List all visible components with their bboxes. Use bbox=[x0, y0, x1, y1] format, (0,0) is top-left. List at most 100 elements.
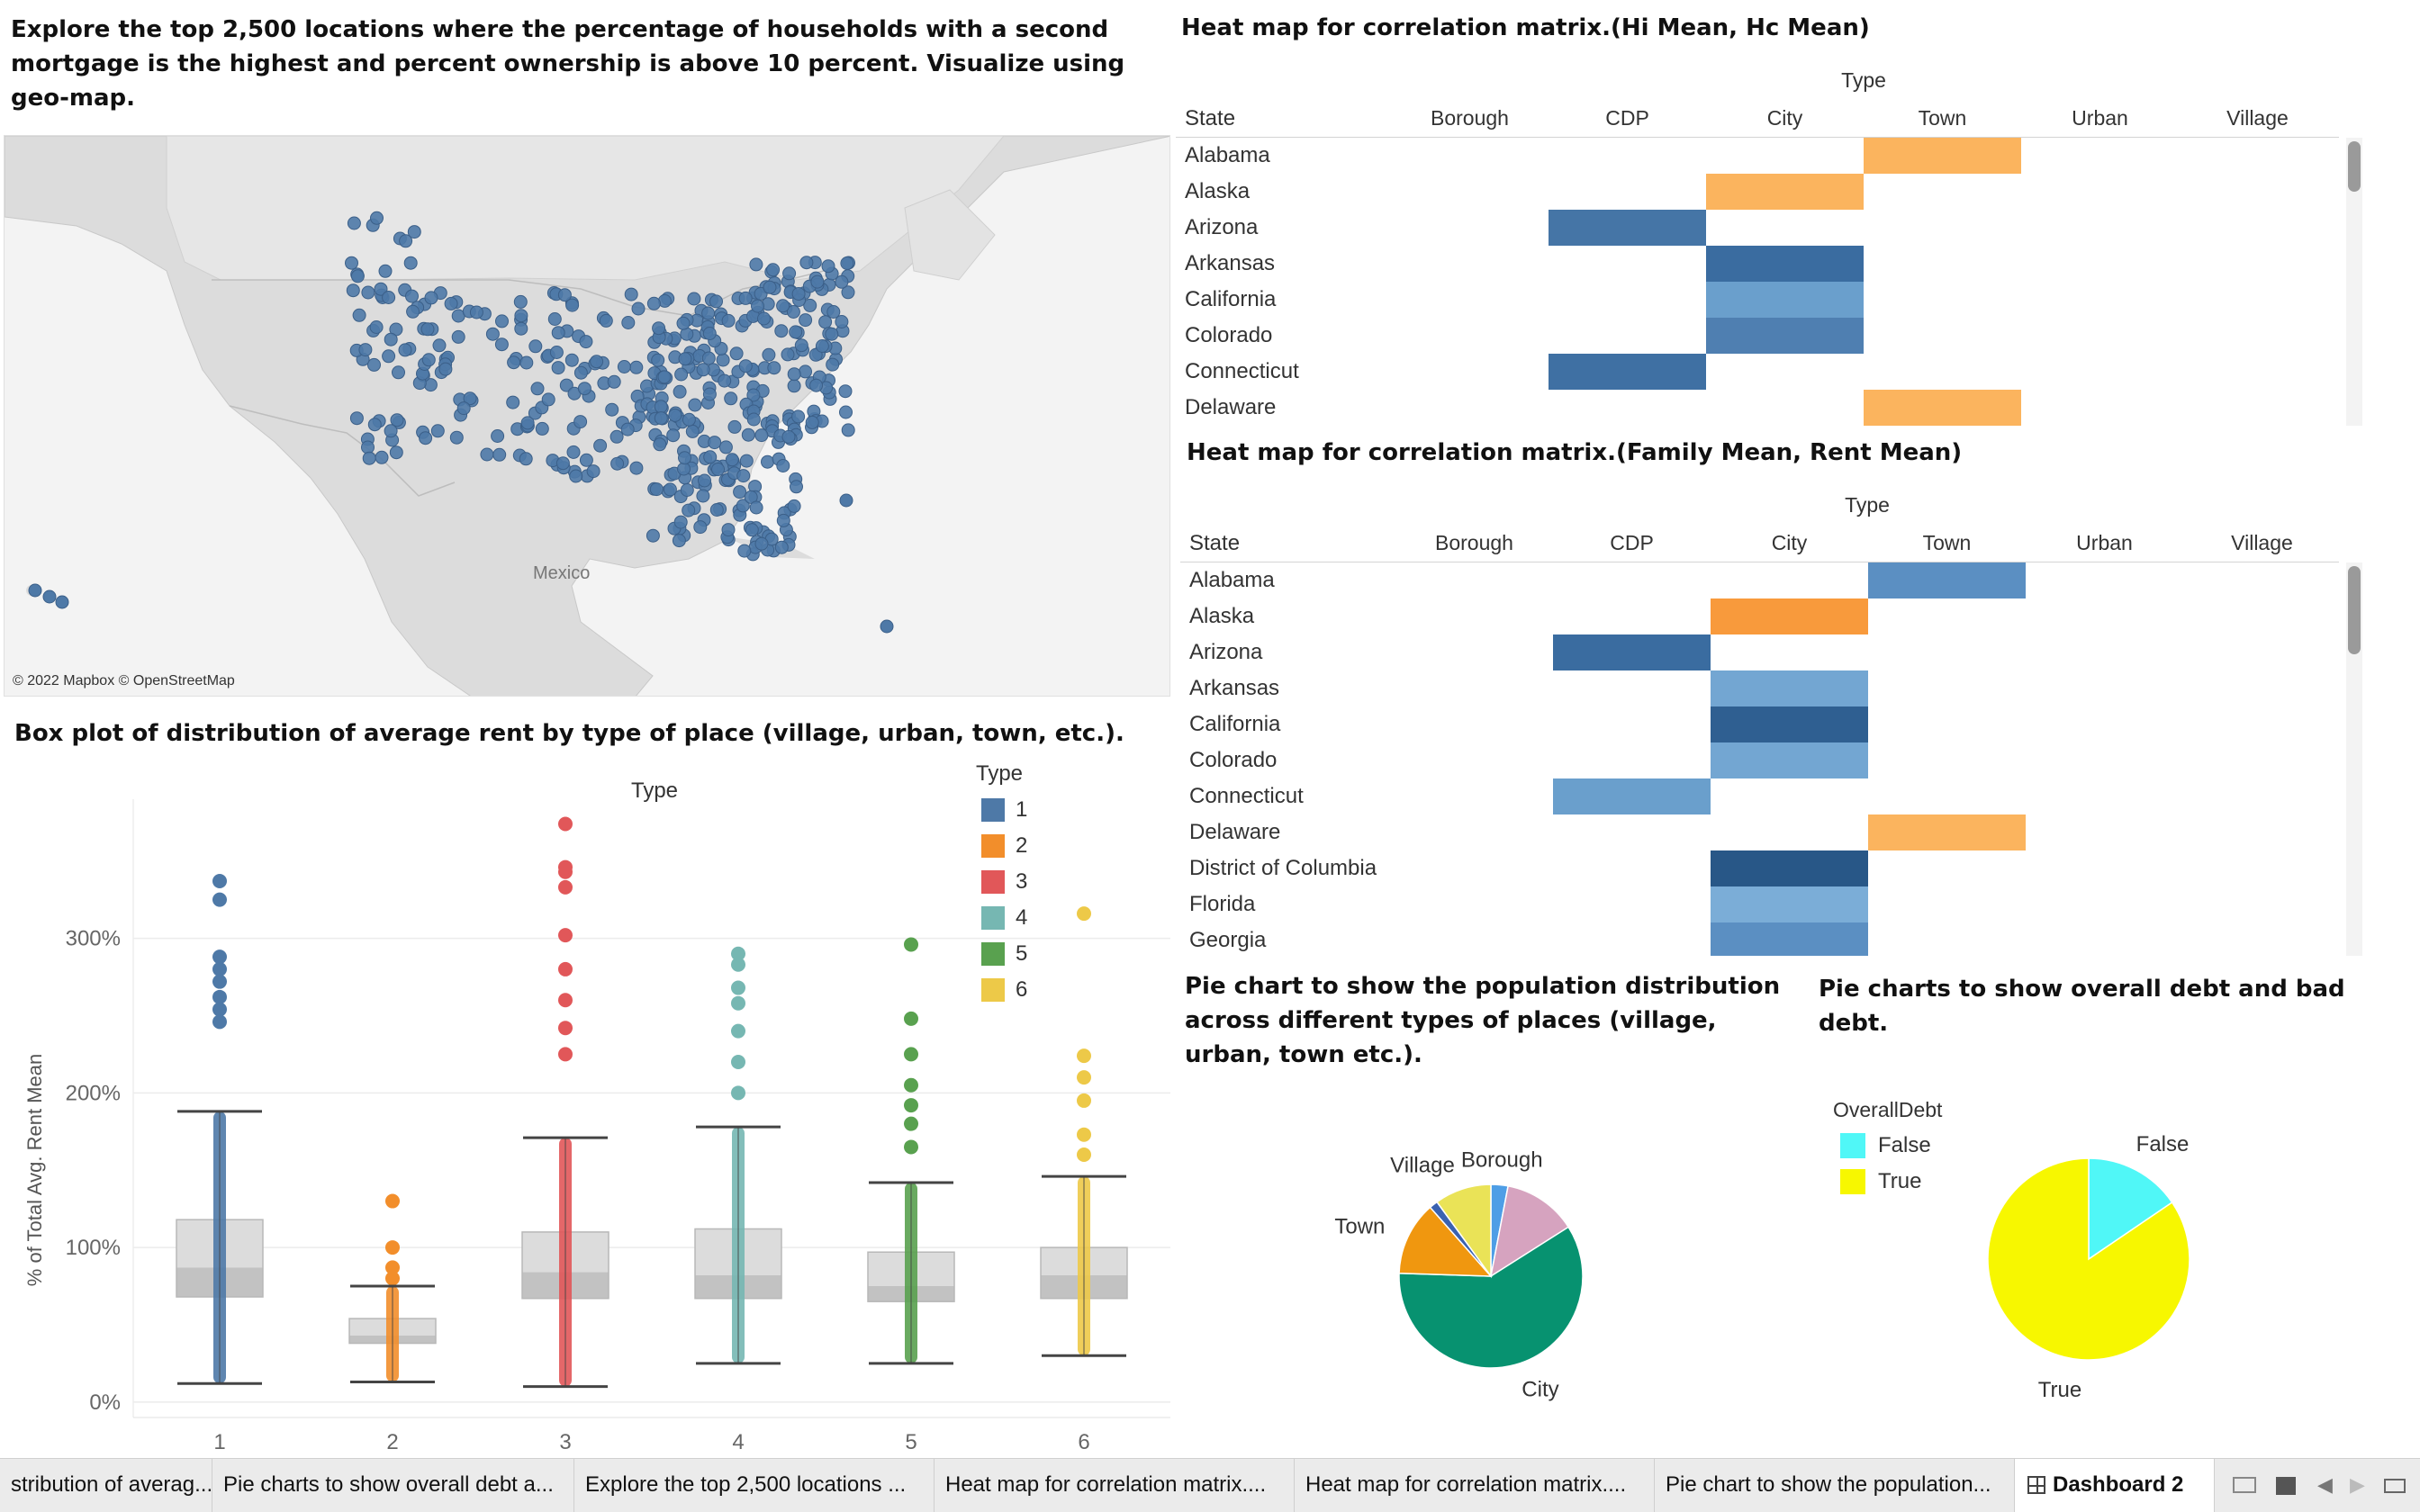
location-marker[interactable] bbox=[421, 353, 436, 367]
outlier-point[interactable] bbox=[558, 961, 573, 976]
location-marker[interactable] bbox=[456, 401, 471, 416]
location-marker[interactable] bbox=[774, 324, 789, 338]
presentation-mode-icon[interactable] bbox=[2384, 1479, 2406, 1493]
boxplot-legend-item[interactable]: 4 bbox=[976, 900, 1120, 936]
heatmap-cell[interactable] bbox=[1864, 390, 2021, 426]
location-marker[interactable] bbox=[787, 367, 801, 382]
location-marker[interactable] bbox=[787, 379, 801, 393]
heatmap-cell[interactable] bbox=[1553, 634, 1711, 670]
location-marker[interactable] bbox=[378, 264, 393, 278]
location-marker[interactable] bbox=[674, 367, 689, 382]
location-marker[interactable] bbox=[685, 424, 700, 438]
outlier-point[interactable] bbox=[1077, 906, 1091, 922]
pie-debt-legend-items[interactable]: False True bbox=[1833, 1128, 1942, 1200]
location-marker[interactable] bbox=[774, 540, 789, 554]
heatmap-cell[interactable] bbox=[1711, 598, 1868, 634]
outlier-point[interactable] bbox=[731, 980, 745, 995]
boxplot-legend-item[interactable]: 2 bbox=[976, 828, 1120, 864]
location-marker[interactable] bbox=[654, 411, 668, 426]
location-marker[interactable] bbox=[405, 289, 419, 303]
location-marker[interactable] bbox=[741, 428, 755, 442]
location-marker[interactable] bbox=[28, 583, 42, 598]
location-marker[interactable] bbox=[803, 298, 817, 312]
location-marker[interactable] bbox=[724, 392, 738, 406]
location-marker[interactable] bbox=[678, 352, 692, 366]
location-marker[interactable] bbox=[564, 353, 579, 367]
scroll-left-icon[interactable]: ◀ bbox=[2317, 1473, 2333, 1496]
location-marker[interactable] bbox=[420, 322, 435, 337]
heatmap-cell[interactable] bbox=[1711, 922, 1868, 956]
location-marker[interactable] bbox=[382, 291, 396, 304]
location-marker[interactable] bbox=[55, 595, 69, 609]
box-type-5[interactable] bbox=[867, 937, 955, 1365]
location-marker[interactable] bbox=[791, 410, 806, 424]
location-marker[interactable] bbox=[569, 469, 583, 483]
location-marker[interactable] bbox=[880, 619, 894, 634]
location-marker[interactable] bbox=[751, 299, 764, 313]
heatmap2-scroll-thumb[interactable] bbox=[2348, 566, 2361, 654]
heatmap-cell[interactable] bbox=[1706, 174, 1864, 210]
location-marker[interactable] bbox=[579, 453, 593, 467]
location-marker[interactable] bbox=[657, 370, 672, 384]
location-marker[interactable] bbox=[680, 483, 694, 497]
outlier-point[interactable] bbox=[1077, 1127, 1091, 1142]
geo-map[interactable] bbox=[4, 135, 1170, 697]
tab-heatmap-1[interactable]: Heat map for correlation matrix.... bbox=[935, 1459, 1295, 1512]
location-marker[interactable] bbox=[701, 306, 716, 320]
outlier-point[interactable] bbox=[212, 961, 227, 976]
location-marker[interactable] bbox=[559, 378, 573, 392]
location-marker[interactable] bbox=[389, 446, 403, 460]
location-marker[interactable] bbox=[810, 274, 825, 289]
map-attribution[interactable]: © 2022 Mapbox © OpenStreetMap bbox=[13, 673, 235, 688]
outlier-point[interactable] bbox=[904, 1098, 918, 1113]
location-marker[interactable] bbox=[840, 256, 854, 270]
location-marker[interactable] bbox=[787, 499, 801, 513]
location-marker[interactable] bbox=[839, 405, 853, 419]
location-marker[interactable] bbox=[711, 463, 725, 476]
location-marker[interactable] bbox=[605, 402, 619, 417]
location-marker[interactable] bbox=[367, 357, 381, 372]
location-marker[interactable] bbox=[782, 266, 797, 281]
boxplot-legend-item[interactable]: 5 bbox=[976, 936, 1120, 972]
pie-debt-chart[interactable]: False True bbox=[1900, 1132, 2296, 1420]
location-marker[interactable] bbox=[794, 338, 808, 353]
location-marker[interactable] bbox=[347, 216, 361, 230]
location-marker[interactable] bbox=[350, 269, 365, 284]
location-marker[interactable] bbox=[382, 349, 396, 364]
location-marker[interactable] bbox=[506, 395, 520, 410]
location-marker[interactable] bbox=[716, 353, 730, 367]
location-marker[interactable] bbox=[358, 343, 373, 357]
outlier-point[interactable] bbox=[904, 1077, 918, 1093]
outlier-point[interactable] bbox=[385, 1271, 400, 1286]
location-marker[interactable] bbox=[392, 365, 405, 380]
outlier-point[interactable] bbox=[212, 974, 227, 989]
location-marker[interactable] bbox=[495, 314, 509, 328]
location-marker[interactable] bbox=[573, 415, 588, 429]
location-marker[interactable] bbox=[776, 513, 790, 527]
box-type-4[interactable] bbox=[694, 946, 782, 1365]
outlier-point[interactable] bbox=[731, 946, 745, 961]
location-marker[interactable] bbox=[682, 412, 696, 427]
location-marker[interactable] bbox=[754, 536, 769, 551]
location-marker[interactable] bbox=[746, 412, 761, 427]
location-marker[interactable] bbox=[494, 338, 509, 352]
location-marker[interactable] bbox=[821, 259, 835, 274]
pie-slice[interactable] bbox=[1398, 1226, 1584, 1369]
outlier-point[interactable] bbox=[1077, 1093, 1091, 1108]
location-markers[interactable] bbox=[28, 211, 894, 634]
outlier-point[interactable] bbox=[904, 1011, 918, 1026]
tab-dashboard-2[interactable]: Dashboard 2 bbox=[2015, 1459, 2215, 1512]
location-marker[interactable] bbox=[528, 339, 543, 354]
outlier-point[interactable] bbox=[731, 1023, 745, 1039]
outlier-point[interactable] bbox=[212, 874, 227, 889]
location-marker[interactable] bbox=[507, 356, 521, 370]
location-marker[interactable] bbox=[384, 424, 398, 438]
location-marker[interactable] bbox=[781, 347, 795, 362]
location-marker[interactable] bbox=[696, 489, 710, 503]
outlier-point[interactable] bbox=[212, 1014, 227, 1030]
location-marker[interactable] bbox=[721, 313, 736, 328]
location-marker[interactable] bbox=[514, 321, 528, 336]
location-marker[interactable] bbox=[835, 315, 849, 328]
location-marker[interactable] bbox=[841, 285, 855, 300]
location-marker[interactable] bbox=[519, 452, 533, 466]
